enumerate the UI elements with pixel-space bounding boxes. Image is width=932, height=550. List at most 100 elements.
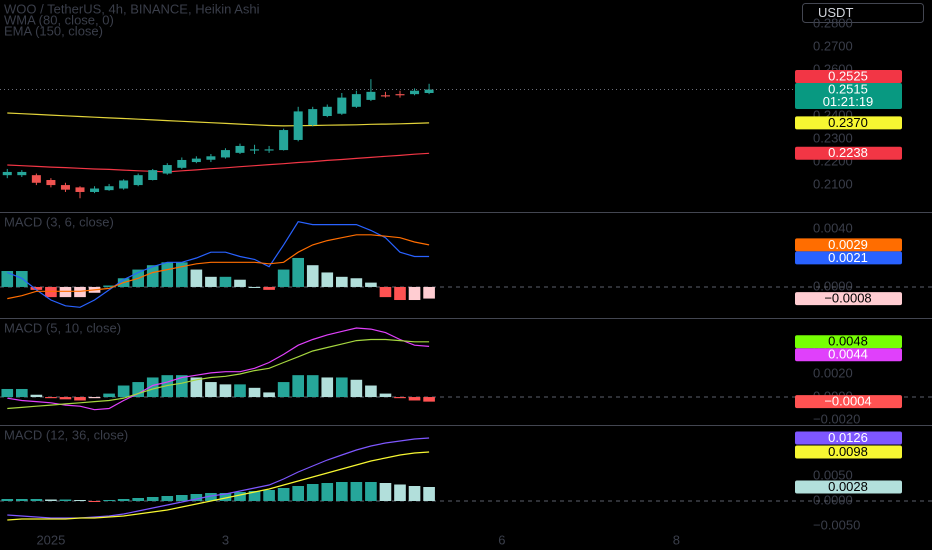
candle-body [60,185,70,190]
histogram-bar [321,272,334,287]
candle-body [410,90,420,95]
histogram-bar [336,377,348,398]
histogram-bar [365,385,377,398]
histogram-bar [292,257,304,287]
price-label-box [795,83,902,110]
candle-body [31,175,41,183]
candle-body [220,150,230,158]
y-tick-label: −0.0020 [813,411,860,426]
price-label-box [795,146,902,160]
y-tick-label: 0.0020 [813,365,853,380]
histogram-bar [103,285,115,287]
histogram-bar [350,379,363,398]
legend-title: MACD (5, 10, close) [4,320,121,335]
histogram-bar [59,286,72,298]
price-label-box [795,292,902,306]
histogram-bar [16,499,28,501]
histogram-bar [292,486,304,501]
histogram-bar [190,494,203,501]
candle-body [293,111,303,140]
price-label-box [795,116,902,130]
price-label-box [795,480,902,494]
candle-body [250,149,260,151]
histogram-bar [176,375,188,398]
candle-body [380,95,390,97]
candle-body [148,170,158,181]
histogram-bar [423,397,435,402]
histogram-bar [277,382,290,398]
histogram-bar [176,495,188,501]
histogram-bar [88,501,101,502]
histogram-bar [45,397,57,399]
histogram-bar [205,382,217,398]
currency-label[interactable]: USDT [818,5,853,20]
histogram-bar [146,497,159,501]
candle-body [235,145,245,153]
histogram-bar [132,498,144,501]
histogram-bar [350,278,363,287]
candle-body [206,156,216,160]
histogram-bar [306,484,319,501]
y-tick-label: 0.0000 [813,492,853,507]
histogram-bar [394,484,406,501]
legend-title: WOO / TetherUS, 4h, BINANCE, Heikin Ashi [4,1,260,16]
histogram-bar [103,393,115,398]
currency-button[interactable] [802,3,924,23]
histogram-bar [219,384,232,398]
price-label: 0.2525 [828,68,868,83]
histogram-bar [248,491,261,501]
x-tick-label: 6 [498,532,505,547]
histogram-bar [161,496,174,501]
x-tick-label: 3 [222,532,229,547]
histogram-bar [30,286,43,290]
candle-body [395,94,405,96]
price-label-box [795,431,902,445]
histogram-bar [394,397,406,399]
histogram-bar [423,286,435,299]
histogram-bar [161,262,174,287]
legend-series: WMA (80, close, 0) [4,12,114,27]
histogram-bar [176,262,188,287]
price-label-box [795,70,902,84]
price-label-box [795,348,902,362]
y-tick-label: 0.2300 [813,130,853,145]
candle-body [351,94,361,107]
histogram-bar [379,393,392,398]
histogram-bar [292,375,304,398]
candle-body [90,188,100,192]
candle-body [337,97,347,114]
y-tick-label: 0.0050 [813,467,853,482]
indicator-line [7,112,430,127]
histogram-bar [394,286,406,301]
histogram-bar [1,271,14,287]
histogram-bar [146,377,159,398]
histogram-bar [306,375,319,398]
candle-body [366,91,376,100]
legend-title: MACD (3, 6, close) [4,214,114,229]
price-label: 0.0021 [828,250,868,265]
price-label: −0.0008 [824,291,871,306]
x-tick-label: 8 [673,532,680,547]
histogram-bar [321,483,334,501]
histogram-bar [59,397,72,400]
y-tick-label: 0.2700 [813,38,853,53]
candle-body [191,158,201,163]
y-tick-label: −0.0050 [813,517,860,532]
candle-body [75,187,85,192]
histogram-bar [45,499,57,501]
histogram-bar [117,385,130,398]
histogram-bar [74,286,86,298]
candle-body [308,109,318,125]
histogram-bar [234,492,246,501]
histogram-bar [423,487,435,501]
histogram-bar [219,276,232,287]
histogram-bar [146,265,159,287]
histogram-bar [30,394,43,398]
price-label: −0.0004 [824,394,871,409]
histogram-bar [234,384,246,398]
y-tick-label: 0.2100 [813,177,853,192]
price-label: 0.0028 [828,479,868,494]
histogram-bar [132,382,144,398]
histogram-bar [45,286,57,298]
